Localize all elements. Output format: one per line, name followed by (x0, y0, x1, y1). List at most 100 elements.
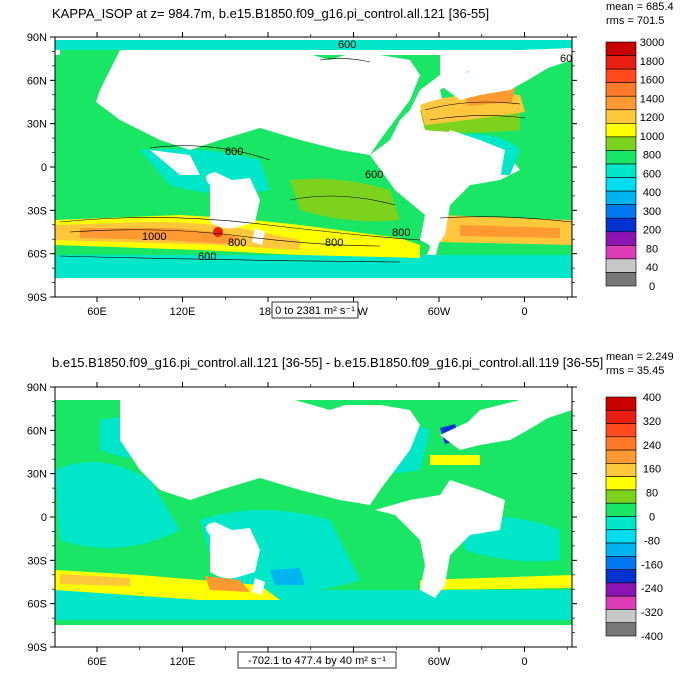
colorbar-swatch (605, 436, 637, 451)
colorbar-label: 160 (643, 464, 661, 476)
colorbar-swatch (605, 449, 637, 464)
colorbar-label: 1200 (640, 112, 664, 124)
colorbar-swatch (605, 258, 637, 273)
panel-1-ticks: 90N60N30N030S60S90S60E120E180120W60W0 (27, 32, 577, 318)
colorbar-label: 80 (646, 488, 658, 500)
panel-2-colorbar: 400 320 240 160 80 0 -80 -160 -240 -320 -400 (605, 392, 663, 643)
colorbar-label: 40 (646, 262, 658, 274)
panel-1-map: 600 600 600 600 800 1000 800 600 800 (55, 37, 578, 297)
lat-label: 30N (27, 469, 47, 481)
panel-2-rms: rms = 35.45 (606, 365, 664, 377)
colorbar-swatch (605, 95, 637, 111)
colorbar-label: 0 (649, 512, 655, 524)
contour-label: 600 (560, 53, 578, 65)
colorbar-label: 1800 (640, 56, 664, 68)
panel-2-range-label: -702.1 to 477.4 by 40 m² s⁻¹ (248, 655, 386, 667)
colorbar-swatch (605, 190, 637, 205)
colorbar-swatch (605, 609, 637, 624)
colorbar-swatch (605, 489, 637, 504)
panel-2: b.e15.B1850.f09_g16.pi_control.all.121 [… (27, 351, 674, 669)
colorbar-label: -240 (641, 583, 663, 595)
panel-1-colorbar: 3000180016001400120010008006004003002008… (605, 37, 664, 293)
lat-label: 60N (27, 75, 47, 87)
colorbar-swatch (605, 502, 637, 517)
colorbar-swatch (605, 529, 637, 544)
lon-label: 120E (170, 306, 196, 318)
colorbar-label: 320 (643, 416, 661, 428)
colorbar-label: -400 (641, 631, 663, 643)
colorbar-label: 300 (643, 206, 661, 218)
colorbar-swatch (605, 245, 637, 260)
colorbar-swatch (605, 231, 637, 246)
contour-label: 1000 (142, 231, 166, 243)
panel-2-title: b.e15.B1850.f09_g16.pi_control.all.121 [… (52, 355, 603, 370)
lat-label: 0 (41, 162, 47, 174)
colorbar-swatch (605, 542, 637, 557)
panel-2-map (55, 387, 572, 647)
lat-label: 60N (27, 425, 47, 437)
lat-label: 30S (27, 555, 47, 567)
contour-label: 600 (225, 146, 243, 158)
colorbar-label: 1600 (640, 75, 664, 87)
colorbar-label: 0 (649, 281, 655, 293)
colorbar-swatch (605, 82, 637, 97)
panel-2-mean: mean = 2.249 (606, 351, 674, 363)
colorbar-swatch (605, 595, 637, 610)
lon-label: 60E (87, 656, 107, 668)
colorbar-label: 1000 (640, 131, 664, 143)
colorbar-label: 200 (643, 225, 661, 237)
colorbar-swatch (605, 163, 637, 178)
colorbar-label: 80 (646, 243, 658, 255)
colorbar-swatch (605, 396, 637, 411)
colorbar-swatch (605, 204, 637, 219)
colorbar-label: 3000 (640, 37, 664, 49)
contour-label: 600 (198, 251, 216, 263)
lon-label: 60W (428, 306, 451, 318)
contour-label: 800 (392, 227, 410, 239)
panel-1-range-label: 0 to 2381 m² s⁻¹ (275, 305, 355, 317)
lon-label: 0 (521, 656, 527, 668)
lon-label: 60E (87, 306, 107, 318)
colorbar-label: 400 (643, 187, 661, 199)
colorbar-label: -160 (641, 559, 663, 571)
contour-label: 800 (228, 237, 246, 249)
colorbar-swatch (605, 556, 637, 570)
colorbar-swatch (605, 463, 637, 477)
colorbar-swatch (605, 423, 637, 438)
colorbar-swatch (605, 516, 637, 531)
colorbar-swatch (605, 272, 637, 287)
contour-label: 800 (325, 237, 343, 249)
colorbar-swatch (605, 476, 637, 491)
lat-label: 0 (41, 512, 47, 524)
lat-label: 60S (27, 249, 47, 261)
colorbar-swatch (605, 68, 637, 83)
colorbar-label: -320 (641, 607, 663, 619)
panel-1-range-box (271, 301, 359, 319)
lon-label: 120E (170, 656, 196, 668)
lat-label: 90N (27, 32, 47, 44)
panel-2-range-box (237, 651, 397, 669)
contour-label: 600 (338, 39, 356, 51)
lat-label: 90N (27, 382, 47, 394)
colorbar-label: 400 (643, 392, 661, 404)
colorbar-swatch (605, 136, 637, 151)
colorbar-label: -80 (644, 535, 660, 547)
colorbar-label: 240 (643, 440, 661, 452)
lon-label: 60W (428, 656, 451, 668)
colorbar-swatch (605, 123, 637, 138)
panel-1-title: KAPPA_ISOP at z= 984.7m, b.e15.B1850.f09… (52, 6, 489, 21)
panel-1-rms: rms = 701.5 (606, 15, 664, 27)
colorbar-swatch (605, 109, 637, 124)
lat-label: 60S (27, 599, 47, 611)
contour-label: 600 (365, 169, 383, 181)
panel-1: KAPPA_ISOP at z= 984.7m, b.e15.B1850.f09… (27, 1, 674, 319)
panel-1-mean: mean = 685.4 (606, 1, 674, 13)
colorbar-swatch (605, 150, 637, 165)
colorbar-swatch (605, 55, 637, 70)
lat-label: 90S (27, 292, 47, 304)
lon-label: 0 (521, 306, 527, 318)
lat-label: 90S (27, 642, 47, 654)
colorbar-label: 1400 (640, 93, 664, 105)
colorbar-swatch (605, 569, 637, 584)
